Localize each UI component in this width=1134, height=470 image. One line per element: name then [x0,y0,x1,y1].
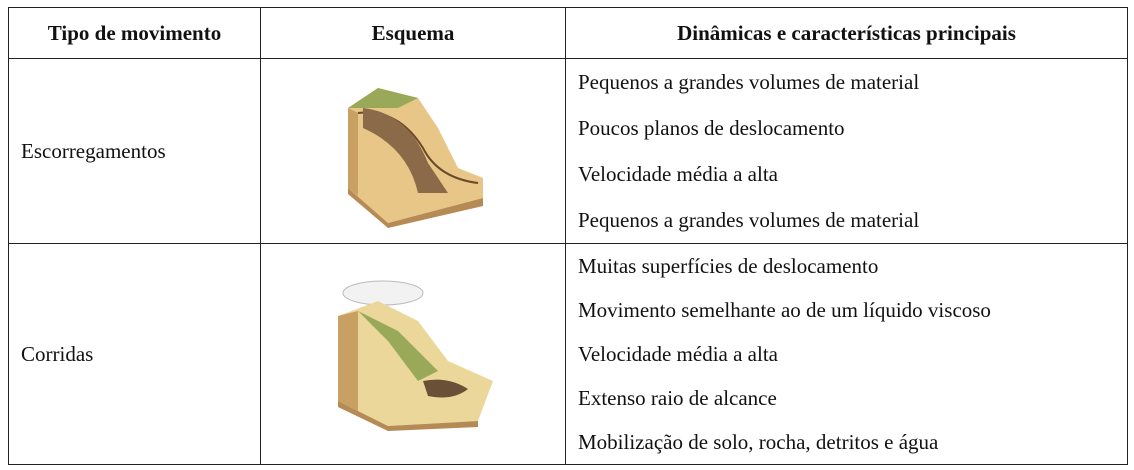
characteristic: Velocidade média a alta [578,162,778,186]
characteristic: Movimento semelhante ao de um líquido vi… [578,298,991,322]
header-cell: Esquema [260,7,566,59]
characteristic: Velocidade média a alta [578,342,778,366]
table-row: Escorregamentos Pequenos a grandes volum… [8,58,1128,244]
scheme-cell [260,243,566,465]
header-row: Tipo de movimento Esquema Dinâmicas e ca… [8,7,1128,59]
characteristic: Pequenos a grandes volumes de material [578,208,920,232]
table-row: Corridas Muitas superfícies de deslocame… [8,243,1128,465]
characteristic: Extenso raio de alcance [578,386,777,410]
items-cell: Muitas superfícies de deslocamento Movime… [565,243,1128,465]
characteristic: Pequenos a grandes volumes de material [578,70,920,94]
header-cell: Tipo de movimento [8,7,261,59]
debris-flow-illustration [338,280,493,431]
type-cell: Corridas [8,243,261,465]
header-cell: Dinâmicas e características principais [565,7,1128,59]
movement-table: Tipo de movimento Esquema Dinâmicas e ca… [8,7,1128,465]
items-cell: Pequenos a grandes volumes de material Po… [565,58,1128,244]
characteristic: Mobilização de solo, rocha, detritos e á… [578,430,939,454]
landslide-illustration [348,88,483,228]
scheme-cell [260,58,566,244]
characteristic: Poucos planos de deslocamento [578,116,845,140]
characteristic: Muitas superfícies de deslocamento [578,254,879,278]
type-cell: Escorregamentos [8,58,261,244]
